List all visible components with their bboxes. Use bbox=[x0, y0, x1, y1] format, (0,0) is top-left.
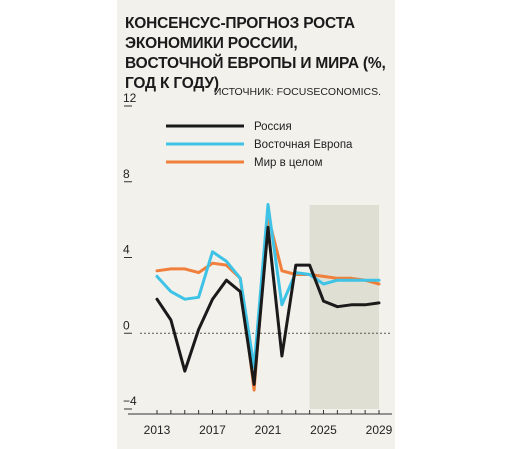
y-tick-label: 0 bbox=[123, 318, 130, 332]
x-tick-label: 2021 bbox=[255, 423, 282, 437]
chart-title: КОНСЕНСУС-ПРОГНОЗ РОСТА ЭКОНОМИКИ РОССИИ… bbox=[125, 15, 386, 92]
x-tick-label: 2013 bbox=[144, 423, 171, 437]
y-tick-label: 8 bbox=[123, 167, 130, 181]
y-tick-label: −4 bbox=[123, 394, 137, 408]
legend-label: Россия bbox=[254, 121, 292, 133]
source-label: ИСТОЧНИК: FOCUSECONOMICS. bbox=[214, 86, 381, 98]
legend-label: Восточная Европа bbox=[254, 139, 353, 151]
y-tick-label: 12 bbox=[123, 91, 137, 105]
y-tick-label: 4 bbox=[123, 243, 130, 257]
legend-label: Мир в целом bbox=[254, 157, 323, 169]
x-tick-label: 2025 bbox=[310, 423, 337, 437]
series-line-russia bbox=[155, 225, 381, 386]
series-line-eastern-europe bbox=[155, 203, 381, 369]
x-tick-label: 2017 bbox=[199, 423, 226, 437]
x-tick-label: 2029 bbox=[366, 423, 393, 437]
